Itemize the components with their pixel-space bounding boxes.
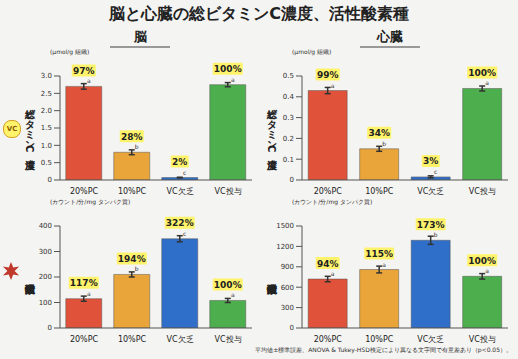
svg-text:a: a: [382, 261, 386, 268]
svg-text:VC欠乏: VC欠乏: [166, 335, 193, 344]
svg-text:a: a: [87, 290, 91, 297]
html-text:(カウント/分/mg タンパク質): (カウント/分/mg タンパク質): [50, 198, 131, 205]
html-text:総ビタミンC濃度: 総ビタミンC濃度: [266, 101, 277, 153]
svg-text:2.0: 2.0: [41, 107, 52, 115]
svg-text:0.2: 0.2: [283, 135, 294, 143]
svg-text:100%: 100%: [468, 68, 496, 78]
svg-text:c: c: [434, 168, 437, 175]
html-text:(カウント/分/mg タンパク質): (カウント/分/mg タンパク質): [292, 198, 373, 205]
svg-text:a: a: [231, 76, 235, 83]
svg-text:10%PC: 10%PC: [118, 335, 147, 344]
svg-text:194%: 194%: [118, 254, 146, 264]
svg-text:b: b: [135, 265, 139, 272]
svg-text:0.1: 0.1: [283, 156, 294, 164]
svg-text:100: 100: [39, 299, 52, 307]
svg-text:VC投与: VC投与: [469, 187, 496, 196]
svg-text:1200: 1200: [276, 243, 294, 251]
svg-text:20%PC: 20%PC: [314, 335, 343, 344]
svg-text:0: 0: [48, 324, 52, 332]
svg-text:a: a: [331, 82, 335, 89]
svg-text:a: a: [331, 270, 335, 277]
svg-text:100%: 100%: [214, 280, 242, 290]
svg-text:300: 300: [39, 248, 52, 256]
svg-text:a: a: [485, 79, 489, 86]
svg-text:115%: 115%: [365, 249, 393, 259]
svg-text:0.5: 0.5: [41, 159, 52, 167]
svg-text:2%: 2%: [172, 157, 187, 167]
svg-text:0.3: 0.3: [283, 114, 294, 122]
svg-text:3.0: 3.0: [41, 72, 52, 80]
svg-text:VC投与: VC投与: [214, 335, 241, 344]
svg-text:VC欠乏: VC欠乏: [166, 187, 193, 196]
svg-text:94%: 94%: [317, 259, 339, 269]
svg-text:0: 0: [48, 176, 52, 184]
svg-text:VC投与: VC投与: [469, 335, 496, 344]
svg-text:a: a: [485, 267, 489, 274]
html-text:脳: 脳: [133, 29, 147, 44]
html-text:総ビタミンC濃度: 総ビタミンC濃度: [24, 101, 35, 153]
svg-text:VC欠乏: VC欠乏: [417, 335, 444, 344]
html-text:脳と心臓の総ビタミンC濃度、活性酸素種: 脳と心臓の総ビタミンC濃度、活性酸素種: [109, 4, 409, 23]
svg-text:20%PC: 20%PC: [70, 187, 99, 196]
svg-text:173%: 173%: [417, 220, 445, 230]
html-text:VC: VC: [6, 125, 18, 133]
svg-text:a: a: [231, 291, 235, 298]
svg-text:VC欠乏: VC欠乏: [417, 187, 444, 196]
svg-text:a: a: [87, 77, 91, 84]
svg-text:2.5: 2.5: [41, 90, 52, 98]
svg-text:28%: 28%: [121, 132, 143, 142]
svg-text:VC投与: VC投与: [214, 187, 241, 196]
svg-text:10%PC: 10%PC: [365, 335, 394, 344]
svg-text:0.5: 0.5: [283, 72, 294, 80]
svg-text:97%: 97%: [73, 66, 95, 76]
svg-text:0.4: 0.4: [283, 93, 295, 101]
svg-text:20%PC: 20%PC: [70, 335, 99, 344]
svg-text:b: b: [434, 231, 438, 238]
svg-text:300: 300: [281, 304, 294, 312]
svg-text:900: 900: [281, 263, 294, 271]
html-text:(μmol/g 組織): (μmol/g 組織): [292, 48, 332, 55]
svg-text:0: 0: [290, 176, 294, 184]
svg-text:100%: 100%: [468, 256, 496, 266]
svg-text:322%: 322%: [166, 218, 194, 228]
svg-text:0: 0: [290, 324, 294, 332]
svg-text:400: 400: [39, 222, 52, 230]
svg-text:c: c: [183, 169, 186, 176]
svg-text:b: b: [382, 140, 386, 147]
svg-text:10%PC: 10%PC: [365, 187, 394, 196]
html-text:(μmol/g 組織): (μmol/g 組織): [50, 48, 90, 55]
html-text:心臓: 心臓: [377, 29, 403, 44]
html-text:平均値±標準誤差、ANOVA & Tukey-HSD検定によ: 平均値±標準誤差、ANOVA & Tukey-HSD検定により異なる文字間で有意…: [255, 346, 512, 353]
svg-text:1500: 1500: [276, 222, 294, 230]
svg-text:1.0: 1.0: [41, 142, 52, 150]
svg-text:200: 200: [39, 273, 52, 281]
svg-text:100%: 100%: [214, 64, 242, 74]
svg-text:20%PC: 20%PC: [314, 187, 343, 196]
svg-text:10%PC: 10%PC: [118, 187, 147, 196]
svg-text:b: b: [135, 143, 139, 150]
svg-text:600: 600: [281, 284, 294, 292]
svg-text:c: c: [183, 230, 186, 237]
svg-text:117%: 117%: [70, 278, 98, 288]
svg-text:1.5: 1.5: [41, 124, 52, 132]
svg-text:99%: 99%: [317, 70, 339, 80]
svg-text:34%: 34%: [368, 128, 390, 138]
svg-text:3%: 3%: [423, 156, 438, 166]
